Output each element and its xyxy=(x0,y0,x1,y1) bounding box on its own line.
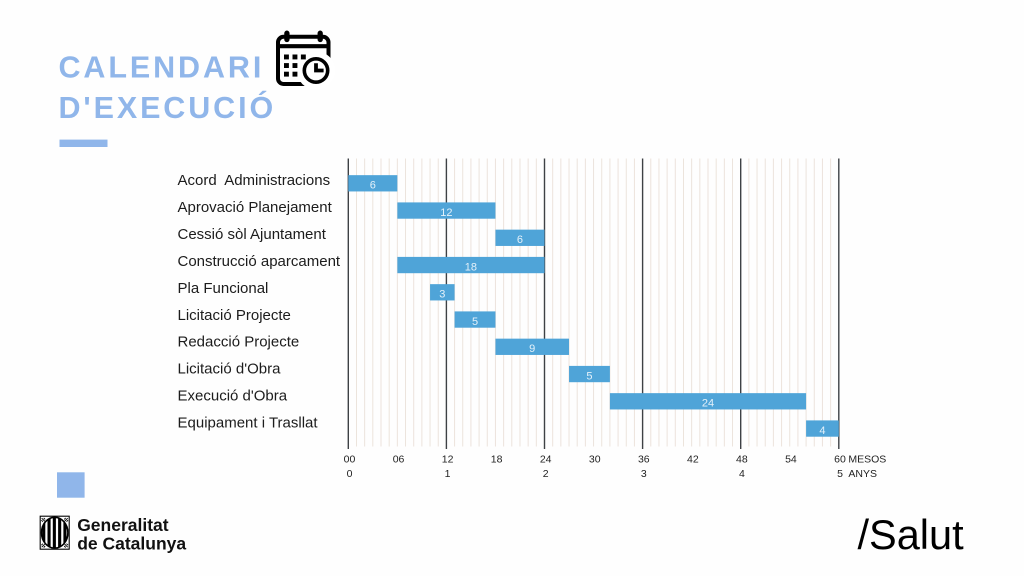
svg-text:30: 30 xyxy=(589,453,601,465)
svg-text:2: 2 xyxy=(543,468,549,480)
svg-text:MESOS: MESOS xyxy=(848,453,886,465)
svg-text:Execució d'Obra: Execució d'Obra xyxy=(178,388,288,405)
svg-text:18: 18 xyxy=(465,261,477,273)
svg-text:Cessió sòl Ajuntament: Cessió sòl Ajuntament xyxy=(178,226,327,243)
svg-text:00: 00 xyxy=(344,453,356,465)
svg-text:4: 4 xyxy=(739,468,745,480)
svg-text:Generalitat: Generalitat xyxy=(77,515,169,535)
svg-text:4: 4 xyxy=(819,425,825,437)
svg-text:0: 0 xyxy=(347,468,353,480)
svg-text:36: 36 xyxy=(638,453,650,465)
svg-text:de Catalunya: de Catalunya xyxy=(77,533,186,553)
svg-text:Pla Funcional: Pla Funcional xyxy=(178,280,269,297)
svg-text:Construcció aparcament: Construcció aparcament xyxy=(178,253,341,270)
svg-text:06: 06 xyxy=(393,453,405,465)
svg-text:3: 3 xyxy=(641,468,647,480)
svg-text:24: 24 xyxy=(540,453,552,465)
svg-text:48: 48 xyxy=(736,453,748,465)
svg-text:Licitació d'Obra: Licitació d'Obra xyxy=(178,361,282,378)
svg-text:5: 5 xyxy=(472,316,478,328)
svg-text:5: 5 xyxy=(586,370,592,382)
svg-text:42: 42 xyxy=(687,453,699,465)
svg-text:54: 54 xyxy=(785,453,797,465)
svg-text:Redacció Projecte: Redacció Projecte xyxy=(178,334,300,351)
svg-text:Licitació Projecte: Licitació Projecte xyxy=(178,307,291,324)
svg-text:Equipament i Trasllat: Equipament i Trasllat xyxy=(178,415,319,432)
svg-text:/Salut: /Salut xyxy=(858,511,965,558)
svg-text:60: 60 xyxy=(834,453,846,465)
svg-text:5: 5 xyxy=(837,468,843,480)
svg-text:CALENDARI: CALENDARI xyxy=(59,51,265,85)
svg-text:3: 3 xyxy=(439,289,445,301)
svg-text:ANYS: ANYS xyxy=(848,468,877,480)
svg-text:9: 9 xyxy=(529,343,535,355)
svg-text:Acord Administracions: Acord Administracions xyxy=(178,172,331,189)
svg-text:18: 18 xyxy=(491,453,503,465)
svg-text:Aprovació Planejament: Aprovació Planejament xyxy=(178,199,333,216)
svg-text:6: 6 xyxy=(370,180,376,192)
svg-text:D'EXECUCIÓ: D'EXECUCIÓ xyxy=(59,89,277,125)
svg-text:24: 24 xyxy=(702,398,714,410)
svg-text:1: 1 xyxy=(445,468,451,480)
svg-text:6: 6 xyxy=(517,234,523,246)
svg-text:12: 12 xyxy=(442,453,454,465)
svg-text:12: 12 xyxy=(440,207,452,219)
